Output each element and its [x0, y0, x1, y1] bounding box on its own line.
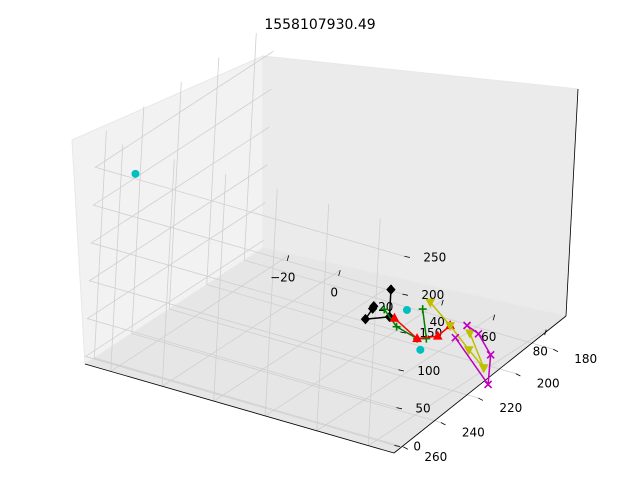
data-point-yellow-chain: [463, 346, 474, 356]
data-point-yellow-chain: [478, 364, 489, 374]
y-tick-label: 220: [499, 401, 522, 415]
y-tick-label: 180: [574, 352, 597, 366]
axis-ticks: −200204060801802002202402600501001502002…: [270, 250, 597, 464]
axis-lines: [84, 88, 579, 454]
x-tick-label: 60: [481, 330, 496, 344]
data-point-red-chain: [432, 330, 443, 340]
data-point-green-chain: [392, 322, 401, 331]
data-point-green-chain: [422, 334, 431, 343]
data-point-magenta-chain: [474, 329, 483, 338]
y-tick-label: 260: [424, 450, 447, 464]
grid-line-y: [168, 82, 479, 399]
grid-line-y: [243, 33, 554, 350]
series-cyan-points: [131, 169, 425, 354]
z-tick-label: 250: [423, 250, 446, 264]
data-point-magenta-chain: [462, 321, 472, 330]
data-point-magenta-chain: [486, 350, 495, 359]
data-point-red-chain: [412, 333, 422, 343]
data-series: [131, 169, 495, 389]
series-black-chain: [360, 284, 396, 325]
x-tick-mark: [286, 255, 290, 262]
grid-line-z: [88, 164, 399, 371]
grid-line-z: [86, 202, 397, 408]
grid-lines: [84, 33, 554, 448]
data-point-yellow-chain: [445, 322, 455, 332]
data-point-black-chain: [360, 313, 371, 325]
grid-line-z: [92, 88, 403, 295]
x-tick-mark: [492, 314, 496, 321]
z-tick-mark: [398, 369, 404, 372]
z-tick-mark: [404, 255, 410, 258]
grid-line-y: [131, 106, 441, 423]
data-point-magenta-chain: [451, 333, 460, 342]
z-tick-label: 0: [413, 439, 421, 453]
data-point-red-chain: [389, 312, 400, 322]
z-tick-label: 200: [421, 288, 444, 302]
z-tick-mark: [400, 331, 406, 334]
data-point-yellow-chain: [465, 329, 475, 339]
x-tick-mark: [441, 299, 444, 306]
y-tick-mark: [403, 446, 409, 450]
grid-line-y: [206, 57, 516, 375]
x-tick-mark: [544, 329, 547, 336]
data-point-black-chain: [369, 300, 379, 312]
data-point-green-chain: [418, 305, 427, 314]
data-point-cyan-points: [402, 305, 411, 314]
chart-title: 1558107930.49: [264, 17, 375, 33]
x-tick-label: −20: [270, 270, 295, 284]
data-point-green-chain: [380, 305, 389, 314]
z-tick-label: 50: [415, 402, 430, 416]
series-yellow-chain: [425, 298, 489, 374]
data-point-black-chain: [386, 284, 396, 295]
series-magenta-chain: [451, 321, 495, 389]
y-tick-mark: [478, 397, 484, 401]
data-point-yellow-chain: [425, 298, 436, 308]
data-point-magenta-chain: [484, 380, 493, 389]
series-line-red-chain: [393, 317, 451, 340]
grid-line-z: [90, 126, 401, 333]
data-point-cyan-points: [416, 345, 425, 354]
y-tick-mark: [553, 348, 559, 352]
x-tick-label: 80: [533, 345, 548, 359]
grid-line-z: [94, 50, 405, 257]
x-tick-label: 40: [430, 315, 445, 329]
x-tick-label: 0: [330, 285, 338, 299]
z-tick-mark: [394, 445, 400, 448]
z-tick-mark: [402, 293, 408, 296]
grid-line-y: [93, 130, 404, 448]
y-tick-mark: [440, 422, 446, 426]
grid-line-z: [84, 240, 395, 446]
y-tick-mark: [515, 373, 521, 377]
data-point-cyan-points: [131, 169, 140, 178]
y-tick-label: 240: [462, 425, 485, 439]
z-tick-mark: [396, 407, 402, 410]
x-tick-mark: [338, 270, 341, 276]
z-tick-label: 100: [417, 364, 440, 378]
y-tick-label: 200: [537, 377, 560, 391]
